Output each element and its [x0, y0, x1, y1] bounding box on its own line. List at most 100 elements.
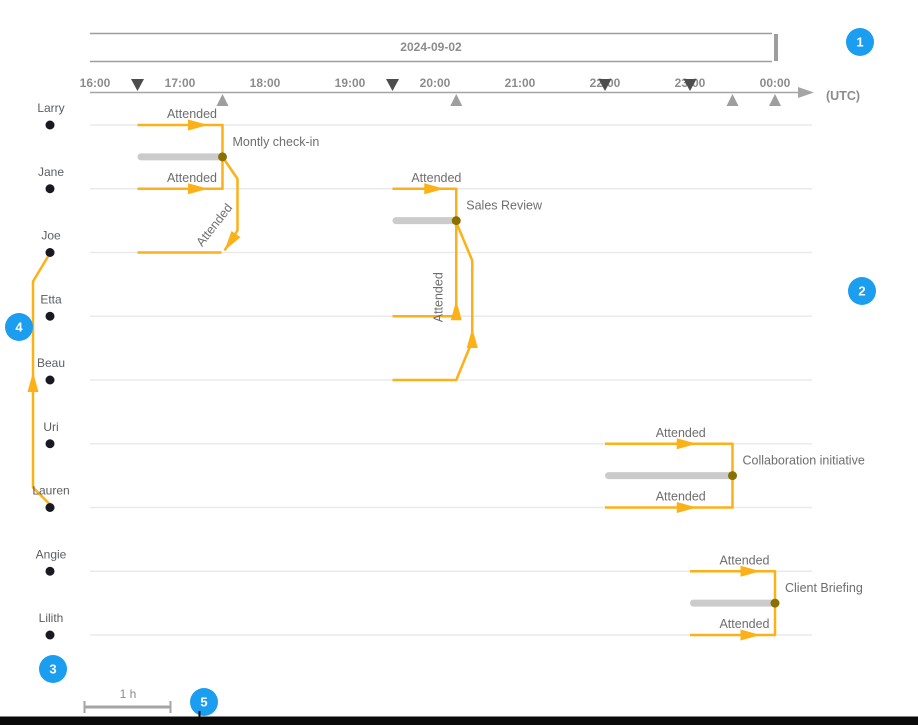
person-label: Angie — [36, 547, 67, 561]
person-dot — [45, 439, 55, 449]
callout-circle — [846, 28, 874, 56]
callouts-layer: 1 2 3 4 5 — [5, 28, 876, 716]
event-title: Client Briefing — [785, 581, 863, 595]
attendance-line — [690, 570, 777, 604]
event-dot — [728, 471, 737, 481]
event-duration-bar — [137, 153, 223, 161]
attendance-label: Attended — [167, 107, 217, 121]
person-label: Beau — [37, 356, 65, 370]
attendance-arrow-icon — [676, 502, 697, 513]
callout-3: 3 — [39, 655, 67, 683]
person-dot — [45, 503, 55, 512]
relation-layer — [27, 255, 51, 506]
event-dot — [770, 598, 780, 608]
callout-5: 5 — [190, 688, 218, 716]
event-duration-bar — [605, 472, 733, 480]
attendance-line — [392, 187, 458, 221]
callout-number: 5 — [200, 695, 207, 710]
event-dot — [218, 152, 227, 162]
timezone-label: (UTC) — [826, 89, 860, 103]
attendance-arrow-icon — [466, 328, 478, 348]
bottom-border — [0, 711, 918, 725]
bottom-border-bar — [0, 716, 918, 725]
attendance-label: Attended — [656, 426, 706, 440]
hour-tick-label: 00:00 — [760, 76, 791, 90]
callout-1: 1 — [846, 28, 874, 56]
person-dot — [45, 375, 55, 385]
person-label: Etta — [40, 292, 62, 306]
attendance-line — [137, 156, 224, 190]
event-end-marker-icon — [450, 94, 463, 106]
hour-tick-label: 17:00 — [165, 76, 196, 90]
person-dot — [45, 566, 55, 576]
date-range-label: 2024-09-02 — [400, 40, 462, 54]
scale-bar-label: 1 h — [120, 687, 137, 701]
attendance-arrow-icon — [188, 183, 208, 195]
callout-circle — [848, 277, 876, 305]
attendance-arrow-icon — [450, 300, 462, 321]
axis-arrow-icon — [798, 87, 814, 98]
event-group: Attended Attended Client Briefing — [690, 553, 863, 641]
callout-circle — [190, 688, 218, 716]
attendance-label: Attended — [431, 272, 445, 322]
attendance-line — [605, 442, 734, 476]
person-dot — [45, 630, 55, 640]
callout-number: 4 — [15, 320, 23, 335]
attendance-arrow-icon — [224, 230, 241, 251]
callout-2: 2 — [848, 277, 876, 305]
callout-4: 4 — [5, 313, 33, 341]
event-title: Montly check-in — [233, 135, 320, 149]
event-dot — [451, 216, 461, 226]
attendance-label: Attended — [719, 553, 769, 567]
events-layer: Attended Attended Attended Montly check-in A… — [137, 107, 865, 641]
event-start-marker-icon — [683, 79, 697, 91]
date-band — [90, 32, 778, 63]
attendance-label: Attended — [656, 490, 706, 504]
attendance-arrow-icon — [740, 629, 761, 641]
attendance-label: Attended — [411, 171, 461, 185]
person-label: Jane — [38, 165, 64, 179]
callout-number: 2 — [858, 284, 865, 299]
person-label: Uri — [43, 420, 58, 434]
event-group: Attended Attended Collaboration initiative — [605, 426, 865, 513]
callout-number: 3 — [49, 662, 56, 677]
person-label: Larry — [37, 101, 64, 115]
attendance-line — [137, 123, 224, 157]
person-label: Lauren — [32, 484, 69, 498]
attendance-arrow-icon — [676, 438, 697, 450]
person-dot — [45, 184, 55, 194]
event-duration-bar — [690, 599, 775, 607]
hour-tick-label: 19:00 — [335, 76, 366, 90]
event-end-marker-icon — [726, 94, 739, 106]
person-label: Lilith — [39, 611, 64, 625]
attendance-label: Attended — [167, 171, 217, 185]
attendance-arrow-icon — [188, 119, 208, 131]
event-start-marker-icon — [598, 79, 612, 91]
bottom-tick — [198, 711, 201, 725]
event-start-marker-icon — [386, 79, 399, 91]
attendance-line — [392, 223, 458, 318]
callout-number: 1 — [856, 35, 863, 50]
hour-tick-label: 21:00 — [505, 76, 536, 90]
time-axis: 16:0017:0018:0019:0020:0021:0022:0023:00… — [80, 76, 814, 106]
scale-legend — [83, 701, 172, 713]
attendance-label: Attended — [719, 617, 769, 631]
attendance-line — [605, 475, 734, 509]
event-duration-bar — [392, 217, 457, 225]
person-dot — [45, 311, 55, 321]
person-dot — [45, 120, 55, 130]
attendance-arrow-icon — [740, 565, 761, 577]
attendance-arrow-icon — [424, 183, 445, 195]
hour-tick-label: 20:00 — [420, 76, 451, 90]
event-end-marker-icon — [769, 94, 781, 106]
event-title: Collaboration initiative — [743, 454, 865, 468]
event-group: Attended Attended Sales Review — [392, 171, 543, 382]
person-label: Joe — [41, 229, 61, 243]
attendance-line — [690, 603, 777, 637]
hour-tick-label: 16:00 — [80, 76, 111, 90]
callout-circle — [5, 313, 33, 341]
relation-arrow-icon — [27, 372, 39, 392]
people-layer: Larry Jane Joe Etta Beau Uri Lauren Angie Lilith — [32, 101, 70, 640]
